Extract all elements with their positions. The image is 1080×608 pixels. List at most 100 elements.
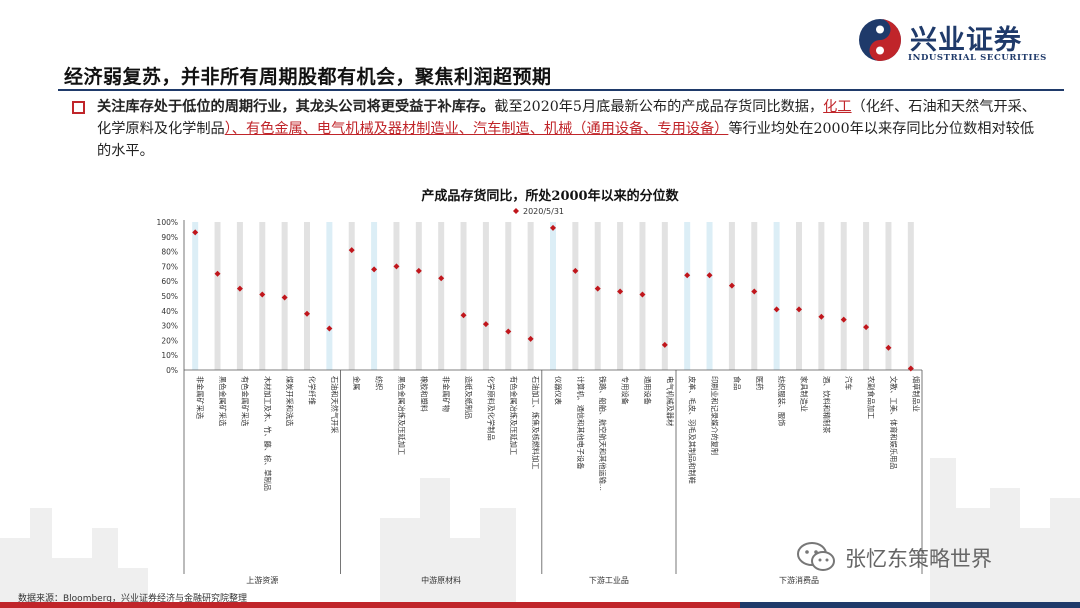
category-label: 纺织	[375, 376, 384, 390]
category-label: 化学原料及化学制品	[486, 376, 495, 441]
category-label: 石油加工、炼焦及核燃料加工	[531, 376, 540, 469]
data-point-marker	[773, 306, 780, 313]
category-label: 仪器仪表	[554, 376, 563, 405]
data-point-marker	[482, 321, 489, 328]
category-band	[594, 222, 601, 370]
data-point-marker	[259, 291, 266, 298]
category-band	[482, 222, 489, 370]
category-label: 非金属矿采选	[196, 376, 205, 419]
data-point-marker	[818, 313, 825, 320]
category-label: 医药	[755, 376, 764, 390]
data-point-marker	[326, 325, 333, 332]
category-band	[684, 222, 691, 370]
bullet-text-3: 等行业均处在2000年以来存同比分位数相对较低的水平。	[97, 121, 1035, 159]
category-label: 橡胶和塑料	[419, 376, 428, 412]
logo-emblem-icon	[859, 19, 901, 61]
logo-text: 兴业证券	[910, 25, 1022, 56]
category-label: 金属	[352, 376, 361, 390]
group-label: 中游原材料	[421, 575, 461, 585]
category-label: 黑色金属冶炼及压延加工	[397, 376, 406, 455]
wechat-icon	[797, 542, 835, 571]
data-point-marker	[192, 229, 199, 236]
category-label: 烟草制品业	[911, 376, 920, 412]
y-tick-label: 30%	[161, 322, 178, 331]
footer-bar-blue	[740, 602, 1080, 608]
category-label: 非金属矿物	[442, 376, 451, 412]
category-band	[863, 222, 870, 370]
legend-marker-icon	[513, 208, 519, 214]
category-band	[706, 222, 713, 370]
data-point-marker	[661, 341, 668, 348]
data-point-marker	[751, 288, 758, 295]
bullet-square-icon	[72, 101, 85, 114]
data-point-marker	[684, 272, 691, 279]
data-point-marker	[438, 275, 445, 282]
footer-bar	[0, 602, 1080, 608]
category-band	[415, 222, 422, 370]
category-band	[572, 222, 579, 370]
category-band	[348, 222, 355, 370]
bullet-text-1: 截至2020年5月底最新公布的产成品存货同比数据，	[494, 99, 824, 115]
data-point-marker	[550, 224, 556, 231]
category-band	[661, 222, 668, 370]
category-band	[438, 222, 445, 370]
category-label: 文教、工美、体育和娱乐用品	[889, 376, 898, 469]
category-label: 专用设备	[621, 376, 630, 405]
data-point-marker	[863, 324, 870, 331]
data-point-marker	[505, 328, 512, 335]
data-point-marker	[371, 266, 378, 273]
category-band	[393, 222, 400, 370]
category-band	[796, 222, 802, 370]
category-label: 农副食品加工	[867, 376, 876, 419]
data-point-marker	[460, 312, 467, 319]
category-band	[304, 222, 310, 370]
y-tick-label: 20%	[161, 336, 178, 345]
category-label: 有色金属矿采选	[240, 376, 249, 426]
category-label: 铁路、船舶、航空航天和其他运输…	[598, 376, 607, 491]
category-band	[326, 222, 333, 370]
category-label: 汽车	[844, 376, 853, 390]
category-band	[617, 222, 624, 370]
data-point-marker	[348, 247, 355, 254]
legend-label: 2020/5/31	[523, 207, 564, 216]
category-label: 通用设备	[643, 376, 652, 405]
y-tick-label: 80%	[161, 248, 178, 257]
data-point-marker	[214, 270, 221, 277]
category-band	[550, 222, 556, 370]
footer-bar-red	[0, 602, 740, 608]
data-point-marker	[594, 285, 601, 292]
plot-area: 0% 10% 20% 30% 40% 50% 60% 70% 80% 90% 100% 上游资源 中游原…	[157, 218, 923, 585]
logo-subtitle: INDUSTRIAL SECURITIES	[908, 53, 1047, 63]
category-label: 纺织服装、服饰	[777, 376, 786, 426]
group-label: 上游资源	[246, 575, 278, 585]
category-band	[818, 222, 825, 370]
category-label: 有色金属冶炼及压延加工	[509, 376, 518, 455]
category-label: 计算机、通信和其他电子设备	[576, 376, 585, 469]
data-point-marker	[728, 282, 735, 289]
category-label: 食品	[732, 376, 741, 390]
y-tick-label: 90%	[161, 233, 178, 242]
category-band	[907, 222, 914, 370]
data-point-marker	[617, 288, 624, 295]
data-point-marker	[527, 335, 534, 342]
category-band	[773, 222, 780, 370]
bullet-highlight-1: 化工	[823, 99, 852, 115]
inventory-percentile-chart: 产成品存货同比，所处2000年以来的分位数 2020/5/31 0% 10% 20%…	[157, 188, 923, 585]
category-label: 黑色金属矿采选	[218, 376, 227, 426]
data-point-marker	[393, 263, 400, 270]
data-point-marker	[796, 306, 802, 313]
bullet-paragraph: 关注库存处于低位的周期行业，其龙头公司将更受益于补库存。截至2020年5月底最新…	[97, 96, 1047, 162]
data-point-marker	[885, 344, 892, 351]
group-label: 下游消费品	[779, 575, 819, 585]
category-label: 化学纤维	[308, 376, 317, 405]
category-label: 石油和天然气开采	[330, 376, 339, 434]
category-band	[505, 222, 512, 370]
category-label: 电气机械及器材	[665, 376, 674, 426]
group-label: 下游工业品	[589, 575, 629, 585]
data-point-marker	[706, 272, 713, 279]
y-tick-label: 40%	[161, 307, 178, 316]
chart-legend: 2020/5/31	[513, 207, 564, 216]
bullet-text-2: （化纤、石油和天然气开采、化学原料及化学制品	[97, 99, 1036, 137]
category-band	[460, 222, 467, 370]
category-label: 木材加工及木、竹、藤、棕、草制品	[263, 376, 272, 491]
